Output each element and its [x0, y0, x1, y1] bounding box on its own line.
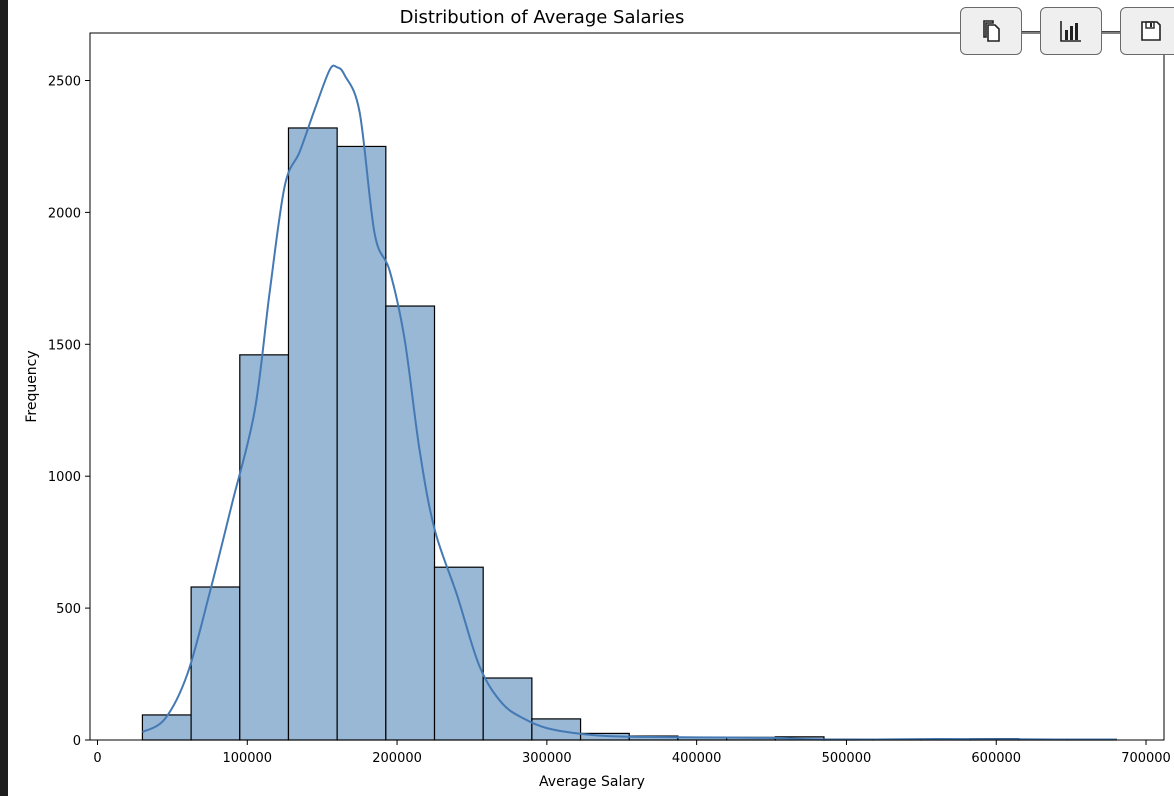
y-tick-label: 1000	[48, 470, 81, 485]
y-tick-label: 1500	[48, 338, 81, 353]
x-tick-label: 0	[93, 751, 101, 766]
x-tick-label: 700000	[1121, 751, 1171, 766]
y-tick-label: 2500	[48, 74, 81, 89]
copy-button[interactable]	[960, 7, 1022, 55]
y-axis-label: Frequency	[24, 350, 40, 422]
x-tick-label: 300000	[522, 751, 572, 766]
bar-chart-icon	[1060, 21, 1081, 42]
histogram-bar	[336, 145, 387, 741]
save-button[interactable]	[1120, 7, 1174, 55]
copy-icon	[983, 20, 1000, 42]
histogram-bar	[287, 127, 338, 741]
axes-frame	[89, 32, 1165, 741]
plot-toolbar	[960, 7, 1174, 57]
x-ticks: 0 100000 200000 300000 400000 500000 600000 700…	[93, 740, 1171, 766]
y-tick-label: 2000	[48, 206, 81, 221]
x-tick-label: 100000	[222, 751, 272, 766]
save-icon	[1141, 21, 1161, 41]
y-ticks: 0 500 1000 1500 2000 2500	[48, 74, 90, 749]
x-tick-label: 400000	[672, 751, 722, 766]
output-cell: 0 100000 200000 300000 400000 500000 600000 700…	[8, 0, 1174, 796]
x-tick-label: 500000	[822, 751, 872, 766]
x-axis-label: Average Salary	[539, 774, 645, 790]
chart-title: Distribution of Average Salaries	[400, 7, 685, 28]
x-tick-label: 200000	[372, 751, 422, 766]
x-tick-label: 600000	[971, 751, 1021, 766]
y-tick-label: 500	[56, 602, 81, 617]
histogram-bar	[190, 586, 241, 741]
bars-group	[141, 127, 1117, 741]
chart-button[interactable]	[1040, 7, 1102, 55]
kde-line	[141, 64, 1117, 741]
histogram-bar	[239, 354, 290, 741]
histogram-chart: 0 100000 200000 300000 400000 500000 600000 700…	[24, 7, 1171, 790]
histogram-bar	[385, 305, 436, 741]
y-tick-label: 0	[73, 734, 81, 749]
histogram-bar	[141, 714, 192, 741]
